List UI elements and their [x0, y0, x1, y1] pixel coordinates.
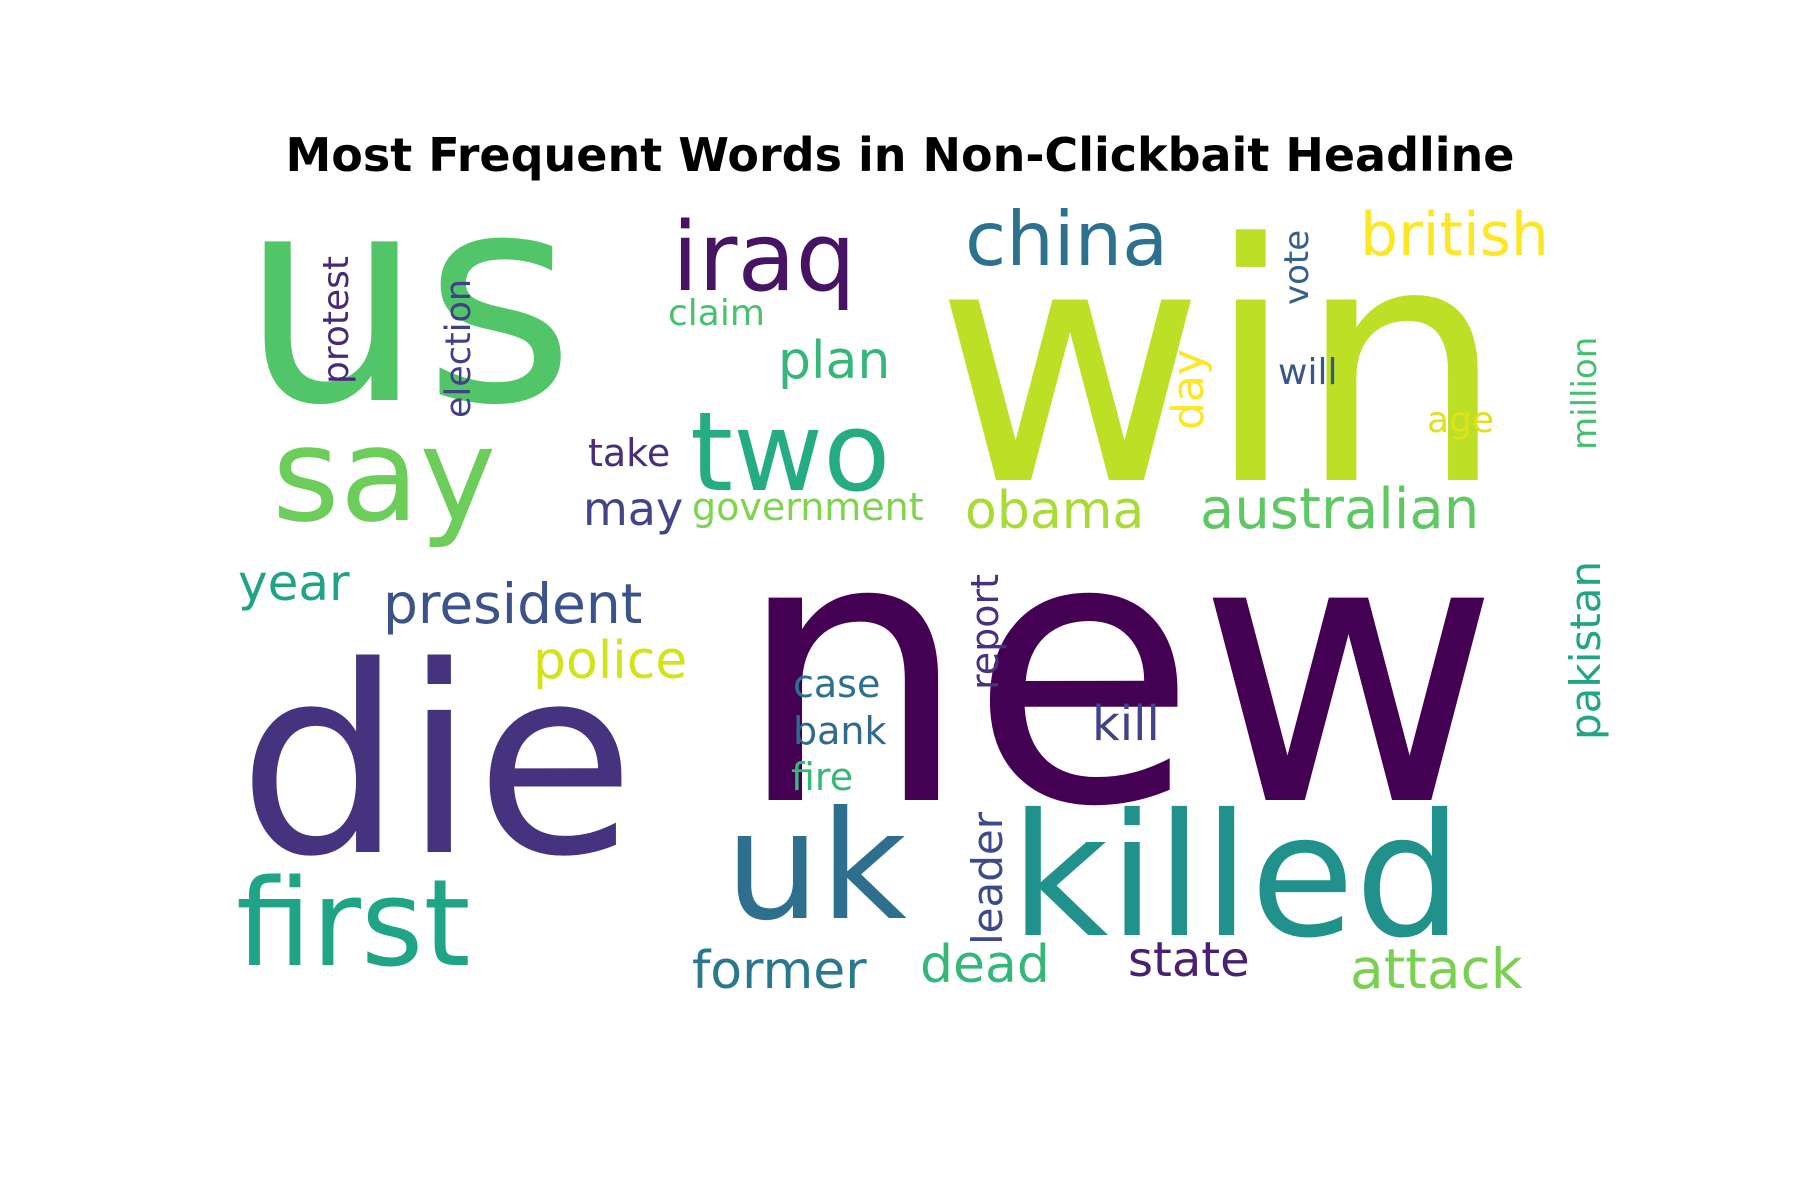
word-uk: uk [725, 780, 907, 954]
word-pakistan: pakistan [1561, 561, 1610, 740]
word-state: state [1128, 932, 1250, 988]
word-election: election [439, 279, 479, 418]
word-protest: protest [316, 256, 357, 384]
word-report: report [963, 574, 1007, 690]
word-age: age [1427, 400, 1494, 441]
word-british: british [1360, 200, 1549, 270]
word-new: new [735, 458, 1500, 888]
word-iraq: iraq [672, 203, 856, 313]
word-will: will [1278, 352, 1337, 393]
word-fire: fire [791, 755, 853, 799]
word-claim: claim [668, 293, 765, 334]
word-take: take [588, 431, 670, 475]
word-president: president [383, 572, 642, 636]
word-bank: bank [793, 709, 887, 753]
word-killed: killed [1010, 778, 1463, 976]
word-say: say [272, 399, 496, 551]
word-dead: dead [920, 935, 1050, 995]
word-day: day [1163, 349, 1214, 430]
word-two: two [690, 388, 890, 516]
word-obama: obama [965, 481, 1144, 541]
word-plan: plan [778, 331, 890, 391]
word-win: win [935, 174, 1506, 558]
word-first: first [236, 855, 471, 994]
word-die: die [238, 612, 635, 914]
word-leader: leader [963, 811, 1012, 945]
figure-title: Most Frequent Words in Non-Clickbait Hea… [285, 128, 1515, 182]
word-government: government [692, 485, 924, 529]
word-million: million [1565, 337, 1605, 450]
word-may: may [583, 482, 683, 536]
word-year: year [238, 554, 350, 612]
word-us: us [240, 132, 575, 469]
word-police: police [533, 631, 687, 691]
word-former: former [692, 941, 867, 1001]
word-vote: vote [1277, 230, 1317, 305]
word-case: case [793, 662, 880, 706]
word-australian: australian [1200, 477, 1479, 542]
word-china: china [965, 195, 1168, 283]
word-kill: kill [1092, 696, 1160, 752]
word-attack: attack [1350, 937, 1523, 1001]
